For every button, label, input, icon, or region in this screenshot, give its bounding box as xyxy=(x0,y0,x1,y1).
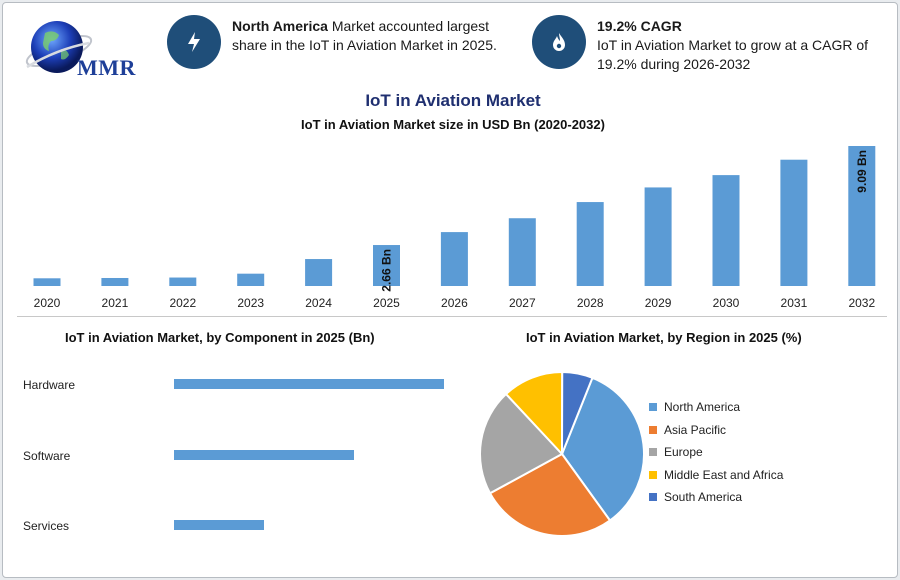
x-tick-label: 2028 xyxy=(577,296,604,310)
pie-slice-south-america xyxy=(561,370,594,455)
lightning-badge xyxy=(167,15,221,69)
x-tick-label: 2032 xyxy=(848,296,875,310)
bar-2030 xyxy=(712,175,740,286)
bar-2027 xyxy=(508,218,536,286)
bar-data-label: 9.09 Bn xyxy=(855,150,869,193)
x-tick-label: 2023 xyxy=(237,296,264,310)
bar-2029 xyxy=(644,187,672,286)
legend-label: North America xyxy=(664,400,741,414)
legend-swatch xyxy=(649,448,657,456)
flame-badge xyxy=(532,15,586,69)
component-label-software: Software xyxy=(23,449,71,463)
legend-label: Asia Pacific xyxy=(664,422,727,437)
x-tick-label: 2024 xyxy=(305,296,332,310)
logo-text: MMR xyxy=(77,55,136,80)
info-1-text-2: share in the IoT in Aviation Market in 2… xyxy=(232,37,497,53)
section-divider xyxy=(17,316,887,317)
x-tick-label: 2020 xyxy=(34,296,61,310)
x-tick-label: 2031 xyxy=(781,296,808,310)
bar-2026 xyxy=(440,232,468,286)
market-size-chart-title: IoT in Aviation Market size in USD Bn (2… xyxy=(301,117,605,132)
component-label-services: Services xyxy=(23,519,70,533)
bar-2023 xyxy=(237,273,265,286)
legend-item: Europe xyxy=(649,445,703,459)
pie-slice-middle-east-and-africa xyxy=(504,371,564,457)
legend-label: Middle East and Africa xyxy=(664,467,784,482)
component-chart-title: IoT in Aviation Market, by Component in … xyxy=(65,330,375,345)
globe-icon xyxy=(25,21,93,73)
bar-2028 xyxy=(576,202,604,286)
bar-data-label: 2.66 Bn xyxy=(380,249,394,292)
pie-slice-asia-pacific xyxy=(488,452,612,537)
bar-2024 xyxy=(305,259,333,286)
x-tick-label: 2021 xyxy=(102,296,129,310)
bar-2025 xyxy=(373,245,400,286)
legend-swatch xyxy=(649,470,657,479)
legend-swatch xyxy=(649,493,657,501)
bar-2032 xyxy=(848,146,876,286)
flame-icon xyxy=(553,33,565,51)
market-size-bar-chart: 2020 2021 2022 2023 2024 2025 2.66 Bn 2026 2027 2… xyxy=(33,146,876,310)
lightning-icon xyxy=(188,32,200,52)
x-tick-label: 2022 xyxy=(169,296,196,310)
legend-swatch xyxy=(649,403,657,411)
info-2-bold: 19.2% CAGR xyxy=(597,18,682,34)
legend-item: Asia Pacific xyxy=(649,423,726,437)
component-bar-hardware xyxy=(174,379,444,389)
component-bar-software xyxy=(174,450,354,460)
main-title: IoT in Aviation Market xyxy=(365,91,541,110)
component-label-hardware: Hardware xyxy=(23,378,76,392)
bar-2020 xyxy=(33,278,61,286)
bar-2021 xyxy=(101,277,129,286)
bar-2031 xyxy=(780,159,808,286)
legend-swatch xyxy=(649,425,657,434)
legend-label: South America xyxy=(664,490,743,504)
x-tick-label: 2030 xyxy=(713,296,740,310)
region-pie-chart xyxy=(479,370,645,537)
region-chart-title: IoT in Aviation Market, by Region in 202… xyxy=(526,330,802,345)
x-tick-label: 2025 xyxy=(373,296,400,310)
legend-item: South America xyxy=(649,490,742,504)
info-north-america: North America Market accounted largest s… xyxy=(232,17,522,55)
legend-item: Middle East and Africa xyxy=(649,468,783,482)
mmr-logo: MMR xyxy=(17,15,147,85)
info-2-text-2: 19.2% during 2026-2032 xyxy=(597,56,751,72)
info-cagr: 19.2% CAGR IoT in Aviation Market to gro… xyxy=(597,17,887,74)
x-tick-label: 2029 xyxy=(645,296,672,310)
info-1-bold: North America xyxy=(232,18,328,34)
x-tick-label: 2026 xyxy=(441,296,468,310)
component-bar-services xyxy=(174,520,264,530)
legend-label: Europe xyxy=(664,445,703,459)
info-2-text-1: IoT in Aviation Market to grow at a CAGR… xyxy=(597,37,869,53)
pie-slice-north-america xyxy=(560,376,645,522)
x-tick-label: 2027 xyxy=(509,296,536,310)
legend-item: North America xyxy=(649,400,740,414)
bar-2022 xyxy=(169,277,197,286)
info-1-text-1: Market accounted largest xyxy=(327,18,490,34)
pie-slice-europe xyxy=(479,392,564,495)
